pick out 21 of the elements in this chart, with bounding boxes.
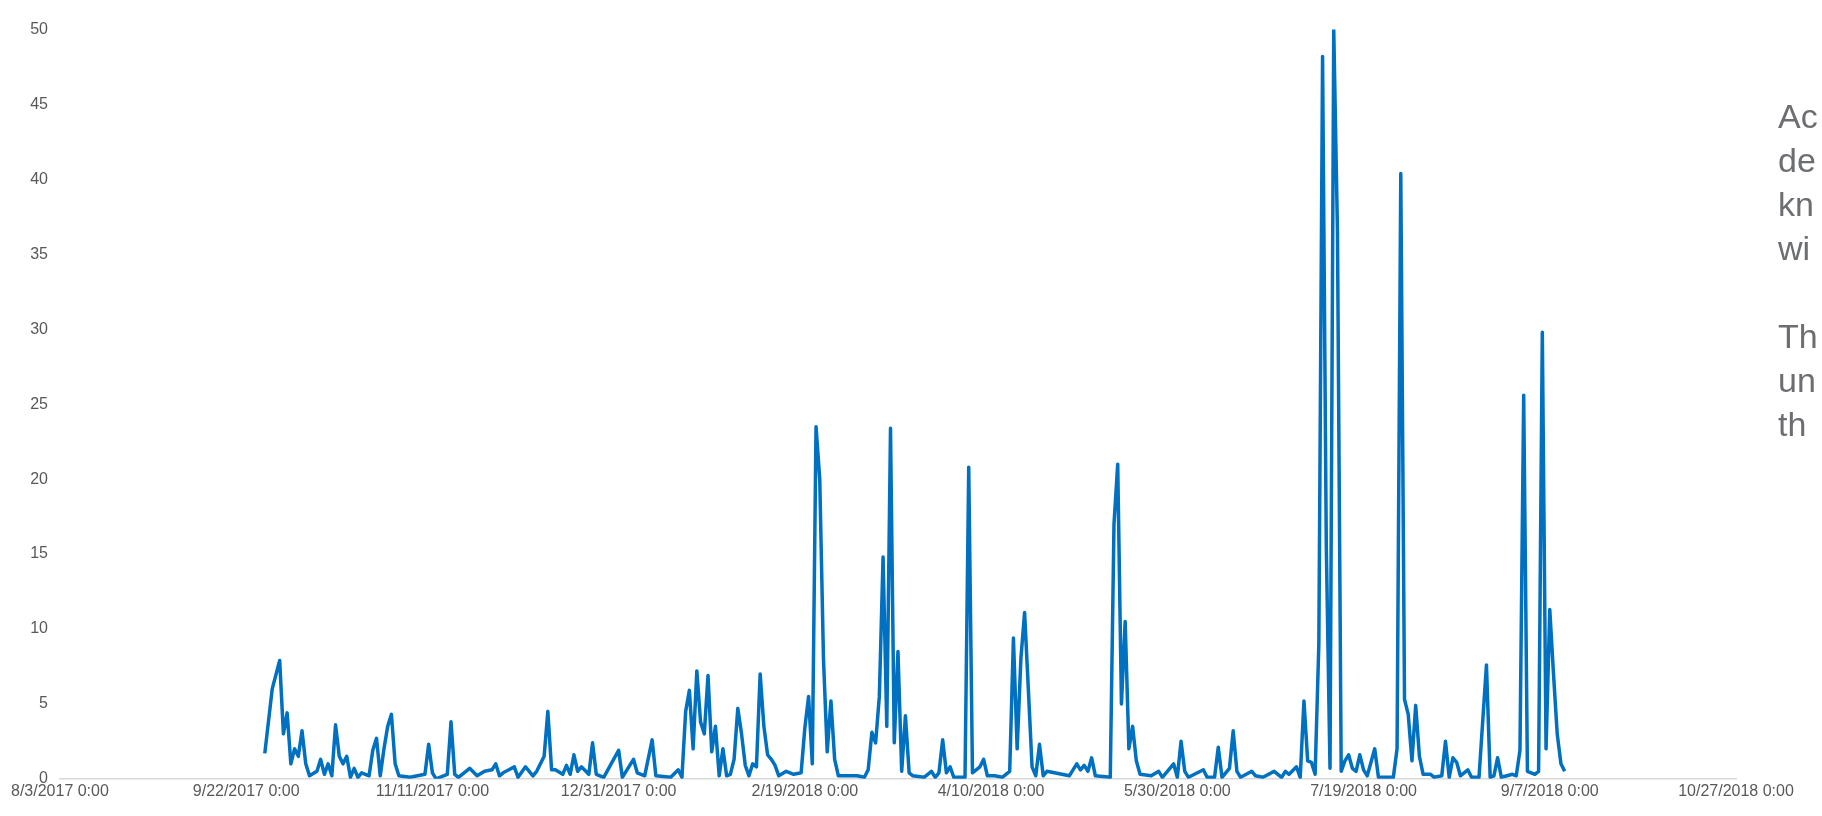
text: Ac de kn wi [1778, 96, 1818, 269]
y-tick-label: 30 [30, 319, 49, 337]
x-tick-label: 12/31/2017 0:00 [560, 781, 677, 799]
x-tick-label: 2/19/2018 0:00 [751, 781, 859, 799]
y-tick-label: 25 [30, 394, 49, 412]
y-tick-label: 10 [30, 619, 49, 637]
x-tick-label: 11/11/2017 0:00 [375, 781, 490, 799]
x-tick-label: 7/19/2018 0:00 [1310, 781, 1418, 799]
y-tick-label: 35 [30, 244, 49, 262]
y-tick-label: 40 [30, 169, 49, 187]
y-tick-label: 45 [30, 94, 49, 112]
y-tick-label: 50 [30, 20, 49, 38]
x-tick-label: 4/10/2018 0:00 [937, 781, 1045, 799]
x-tick-label: 9/22/2017 0:00 [192, 781, 300, 799]
y-tick-label: 5 [39, 694, 49, 712]
text: Th un th [1778, 316, 1818, 445]
x-tick-label: 5/30/2018 0:00 [1123, 781, 1231, 799]
y-tick-label: 15 [30, 544, 49, 562]
x-tick-label: 9/7/2018 0:00 [1500, 781, 1599, 799]
x-tick-label: 10/27/2018 0:00 [1678, 781, 1794, 799]
y-tick-label: 20 [30, 469, 49, 487]
